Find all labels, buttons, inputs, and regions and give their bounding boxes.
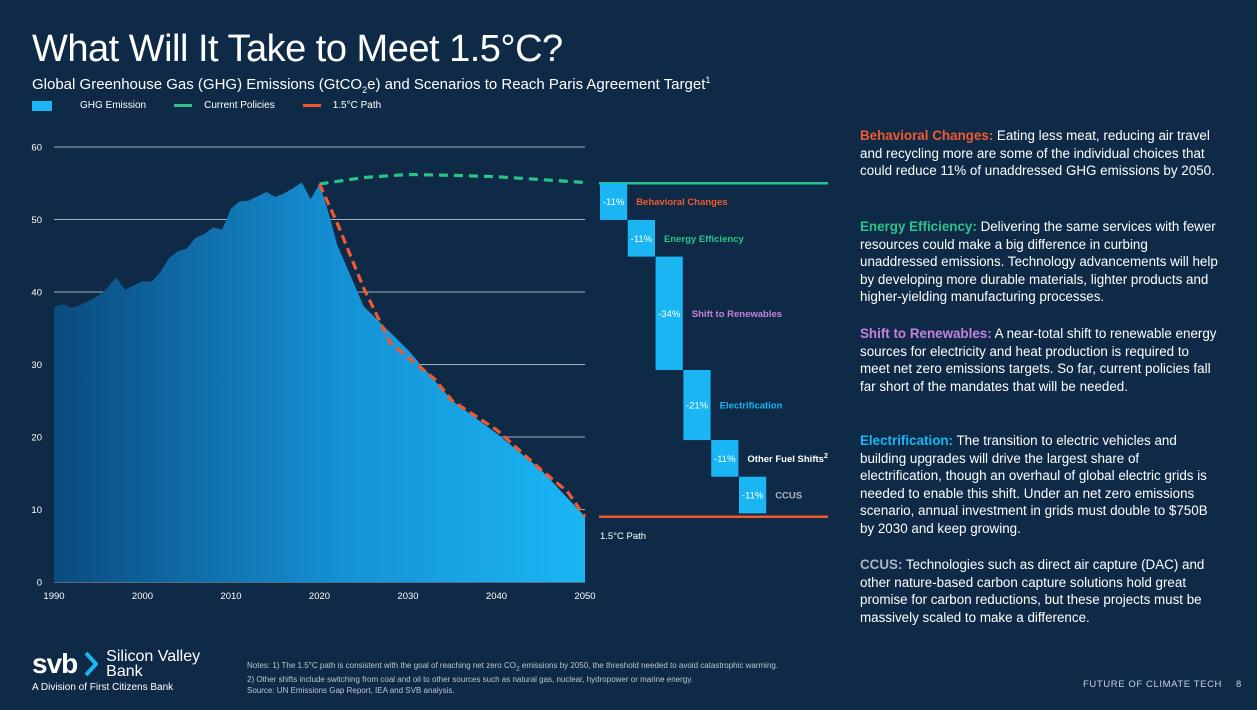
- y-tick-label: 20: [31, 433, 42, 444]
- x-tick-label: 2050: [574, 591, 595, 602]
- waterfall-pct-label: -11%: [742, 491, 764, 502]
- waterfall-step-label: Behavioral Changes: [636, 197, 727, 208]
- description-text: Technologies such as direct air capture …: [860, 557, 1205, 625]
- description-heading: Energy Efficiency:: [860, 219, 977, 234]
- logo-division: A Division of First Citizens Bank: [32, 682, 174, 693]
- footnote-1: Notes: 1) The 1.5°C path is consistent w…: [247, 661, 779, 673]
- x-tick-label: 2030: [397, 591, 418, 602]
- waterfall-bar: [683, 370, 711, 441]
- path-15c-label: 1.5°C Path: [600, 531, 646, 542]
- description-text: A near-total shift to renewable energy s…: [860, 326, 1217, 394]
- legend-label-ghg: GHG Emission: [80, 100, 147, 111]
- chart-subtitle: Global Greenhouse Gas (GHG) Emissions (G…: [32, 75, 711, 95]
- logo-bank-name: Silicon Valley Bank: [106, 648, 201, 680]
- ghg-emission-area: [54, 182, 585, 582]
- legend-item-current: Current Policies: [174, 100, 275, 111]
- waterfall-pct-label: -21%: [686, 401, 709, 412]
- chevron-right-icon: [84, 651, 98, 677]
- chart-legend: GHG Emission Current Policies 1.5°C Path: [32, 100, 409, 111]
- description-heading: Shift to Renewables:: [860, 326, 992, 341]
- waterfall-bar: [739, 476, 767, 514]
- description-text: The transition to electric vehicles and …: [860, 433, 1208, 536]
- description-heading: CCUS:: [860, 557, 903, 572]
- description-block: Electrification: The transition to elect…: [860, 432, 1220, 538]
- description-block: CCUS: Technologies such as direct air ca…: [860, 556, 1220, 626]
- waterfall-bar: [655, 256, 683, 371]
- description-block: Energy Efficiency: Delivering the same s…: [860, 218, 1220, 306]
- legend-swatch-ghg: [32, 100, 52, 111]
- footnotes: Notes: 1) The 1.5°C path is consistent w…: [247, 661, 778, 696]
- waterfall-step-label: Shift to Renewables: [692, 309, 782, 320]
- page-number: 8: [1236, 679, 1242, 690]
- waterfall-pct-label: -11%: [714, 454, 736, 465]
- y-tick-label: 40: [31, 288, 42, 299]
- waterfall-step-label: CCUS: [775, 491, 802, 502]
- waterfall-bar: [711, 440, 739, 477]
- waterfall-bar: [627, 219, 655, 257]
- description-heading: Behavioral Changes:: [860, 128, 994, 143]
- footnote-2: 2) Other shifts include switching from c…: [247, 675, 693, 685]
- description-heading: Electrification:: [860, 433, 954, 448]
- source-note: Source: UN Emissions Gap Report, IEA and…: [247, 685, 455, 695]
- legend-item-ghg: GHG Emission: [32, 100, 146, 111]
- legend-label-current: Current Policies: [204, 100, 275, 111]
- waterfall-step-label: Electrification: [720, 401, 783, 412]
- y-tick-label: 50: [31, 215, 42, 226]
- x-tick-label: 2040: [486, 591, 507, 602]
- logo-mark: svb: [32, 648, 78, 679]
- page-title: What Will It Take to Meet 1.5°C?: [32, 28, 563, 70]
- svb-logo: svb Silicon Valley Bank: [32, 648, 200, 680]
- y-tick-label: 60: [31, 143, 42, 154]
- legend-swatch-path: [302, 104, 321, 107]
- description-text: Delivering the same services with fewer …: [860, 219, 1218, 305]
- y-tick-label: 0: [37, 578, 42, 589]
- legend-item-path: 1.5°C Path: [302, 100, 382, 111]
- x-tick-label: 2020: [309, 591, 330, 602]
- waterfall-pct-label: -11%: [603, 197, 625, 208]
- waterfall-pct-label: -34%: [658, 309, 681, 320]
- path-15c-line: [318, 183, 587, 518]
- waterfall-bar: [600, 183, 628, 220]
- legend-swatch-current: [174, 104, 193, 107]
- description-block: Behavioral Changes: Eating less meat, re…: [860, 127, 1220, 180]
- legend-label-path: 1.5°C Path: [332, 100, 382, 111]
- y-tick-label: 10: [31, 505, 42, 516]
- y-tick-label: 30: [31, 360, 42, 371]
- current-policies-line: [319, 172, 586, 186]
- description-text: Eating less meat, reducing air travel an…: [860, 128, 1215, 179]
- waterfall-step-label: Energy Efficiency: [664, 234, 744, 245]
- x-tick-label: 1990: [43, 591, 64, 602]
- x-tick-label: 2000: [132, 591, 153, 602]
- description-block: Shift to Renewables: A near-total shift …: [860, 325, 1220, 395]
- waterfall-pct-label: -11%: [631, 234, 653, 245]
- footer-section: FUTURE OF CLIMATE TECH: [1083, 679, 1222, 690]
- waterfall-step-label: Other Fuel Shifts2: [747, 453, 828, 465]
- x-tick-label: 2010: [220, 591, 241, 602]
